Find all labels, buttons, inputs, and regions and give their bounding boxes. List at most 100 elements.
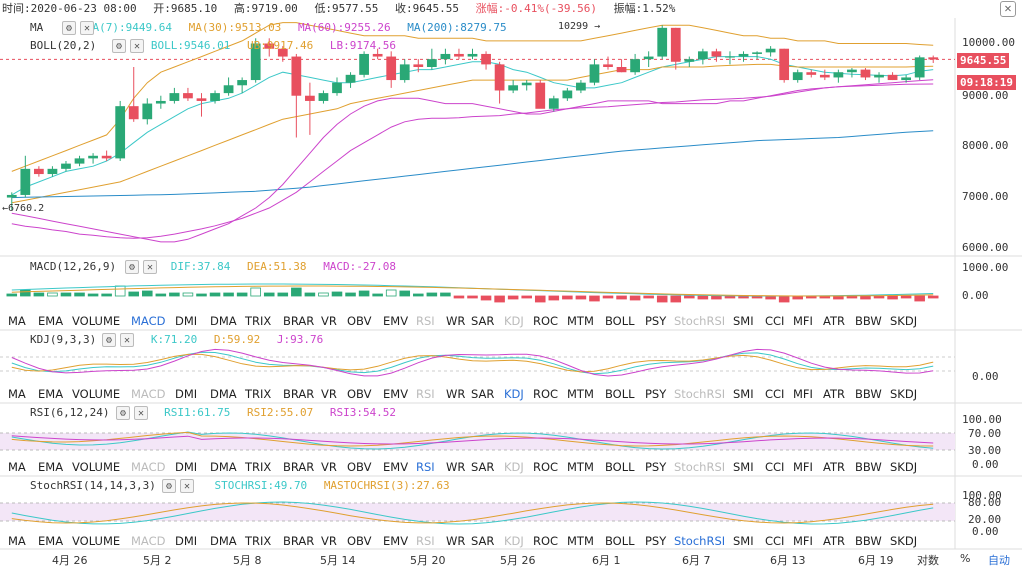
tab-cci[interactable]: CCI xyxy=(765,314,785,328)
tab-stochrsi[interactable]: StochRSI xyxy=(674,387,726,401)
tab-boll[interactable]: BOLL xyxy=(605,387,635,401)
tab-obv[interactable]: OBV xyxy=(347,387,372,401)
tab-ema[interactable]: EMA xyxy=(38,314,64,328)
tab-cci[interactable]: CCI xyxy=(765,534,785,548)
tab-skdj[interactable]: SKDJ xyxy=(890,460,918,474)
tab-sar[interactable]: SAR xyxy=(471,387,495,401)
tab-smi[interactable]: SMI xyxy=(733,534,754,548)
settings-icon[interactable]: ⚙ xyxy=(162,479,176,493)
tab-obv[interactable]: OBV xyxy=(347,460,372,474)
tab-rsi[interactable]: RSI xyxy=(416,460,435,474)
tab-bbw[interactable]: BBW xyxy=(855,534,882,548)
tab-bbw[interactable]: BBW xyxy=(855,387,882,401)
tab-emv[interactable]: EMV xyxy=(383,460,409,474)
close-icon[interactable]: ✕ xyxy=(120,333,134,347)
tab-kdj[interactable]: KDJ xyxy=(504,534,524,548)
tab-macd[interactable]: MACD xyxy=(131,534,166,548)
tab-boll[interactable]: BOLL xyxy=(605,314,635,328)
tab-emv[interactable]: EMV xyxy=(383,314,409,328)
tab-skdj[interactable]: SKDJ xyxy=(890,387,918,401)
close-icon[interactable]: ✕ xyxy=(143,260,157,274)
tab-trix[interactable]: TRIX xyxy=(245,387,272,401)
tab-roc[interactable]: ROC xyxy=(533,460,559,474)
tab-vr[interactable]: VR xyxy=(321,534,337,548)
tab-ema[interactable]: EMA xyxy=(38,534,64,548)
settings-icon[interactable]: ⚙ xyxy=(116,406,130,420)
tab-kdj[interactable]: KDJ xyxy=(504,460,524,474)
tab-dma[interactable]: DMA xyxy=(210,534,237,548)
tab-boll[interactable]: BOLL xyxy=(605,534,635,548)
tab-volume[interactable]: VOLUME xyxy=(72,460,121,474)
tab-dma[interactable]: DMA xyxy=(210,387,237,401)
tab-kdj[interactable]: KDJ xyxy=(504,314,524,328)
tab-sar[interactable]: SAR xyxy=(471,314,495,328)
settings-icon[interactable]: ⚙ xyxy=(62,21,76,35)
tab-atr[interactable]: ATR xyxy=(823,387,845,401)
tab-mtm[interactable]: MTM xyxy=(567,314,594,328)
tab-brar[interactable]: BRAR xyxy=(283,314,315,328)
tab-vr[interactable]: VR xyxy=(321,314,337,328)
tab-rsi[interactable]: RSI xyxy=(416,314,435,328)
tab-brar[interactable]: BRAR xyxy=(283,534,315,548)
tab-vr[interactable]: VR xyxy=(321,460,337,474)
tab-wr[interactable]: WR xyxy=(446,387,466,401)
tab-skdj[interactable]: SKDJ xyxy=(890,534,918,548)
tab-trix[interactable]: TRIX xyxy=(245,314,272,328)
tab-obv[interactable]: OBV xyxy=(347,534,372,548)
tab-roc[interactable]: ROC xyxy=(533,387,559,401)
tab-roc[interactable]: ROC xyxy=(533,314,559,328)
tab-dmi[interactable]: DMI xyxy=(175,534,198,548)
tab-psy[interactable]: PSY xyxy=(645,460,667,474)
tab-brar[interactable]: BRAR xyxy=(283,460,315,474)
tab-atr[interactable]: ATR xyxy=(823,314,845,328)
tab-boll[interactable]: BOLL xyxy=(605,460,635,474)
tab-wr[interactable]: WR xyxy=(446,534,466,548)
tab-trix[interactable]: TRIX xyxy=(245,534,272,548)
tab-dma[interactable]: DMA xyxy=(210,314,237,328)
close-icon[interactable]: ✕ xyxy=(134,406,148,420)
tab-atr[interactable]: ATR xyxy=(823,534,845,548)
tab-ema[interactable]: EMA xyxy=(38,387,64,401)
close-icon[interactable]: ✕ xyxy=(180,479,194,493)
tab-wr[interactable]: WR xyxy=(446,460,466,474)
tab-psy[interactable]: PSY xyxy=(645,314,667,328)
tab-stochrsi[interactable]: StochRSI xyxy=(674,460,726,474)
tab-mtm[interactable]: MTM xyxy=(567,460,594,474)
tab-emv[interactable]: EMV xyxy=(383,387,409,401)
tab-ma[interactable]: MA xyxy=(8,314,26,328)
tab-volume[interactable]: VOLUME xyxy=(72,534,121,548)
tab-mfi[interactable]: MFI xyxy=(793,534,813,548)
tab-ma[interactable]: MA xyxy=(8,387,26,401)
tab-volume[interactable]: VOLUME xyxy=(72,387,121,401)
tab-stochrsi[interactable]: StochRSI xyxy=(674,534,726,548)
tab-mtm[interactable]: MTM xyxy=(567,387,594,401)
close-icon[interactable]: ✕ xyxy=(80,21,94,35)
tab-sar[interactable]: SAR xyxy=(471,460,495,474)
tab-psy[interactable]: PSY xyxy=(645,534,667,548)
tab-bbw[interactable]: BBW xyxy=(855,460,882,474)
tab-macd[interactable]: MACD xyxy=(131,314,166,328)
tab-obv[interactable]: OBV xyxy=(347,314,372,328)
tab-kdj[interactable]: KDJ xyxy=(504,387,524,401)
tab-volume[interactable]: VOLUME xyxy=(72,314,121,328)
tab-psy[interactable]: PSY xyxy=(645,387,667,401)
settings-icon[interactable]: ⚙ xyxy=(112,39,126,53)
tab-emv[interactable]: EMV xyxy=(383,534,409,548)
tab-wr[interactable]: WR xyxy=(446,314,466,328)
tab-trix[interactable]: TRIX xyxy=(245,460,272,474)
tab-ma[interactable]: MA xyxy=(8,534,26,548)
tab-ma[interactable]: MA xyxy=(8,460,26,474)
auto-scale-button[interactable]: 自动 xyxy=(988,554,1010,567)
tab-cci[interactable]: CCI xyxy=(765,387,785,401)
tab-rsi[interactable]: RSI xyxy=(416,387,435,401)
tab-sar[interactable]: SAR xyxy=(471,534,495,548)
close-icon[interactable]: ✕ xyxy=(130,39,144,53)
tab-mfi[interactable]: MFI xyxy=(793,387,813,401)
tab-smi[interactable]: SMI xyxy=(733,387,754,401)
settings-icon[interactable]: ⚙ xyxy=(102,333,116,347)
tab-smi[interactable]: SMI xyxy=(733,314,754,328)
tab-dmi[interactable]: DMI xyxy=(175,387,198,401)
tab-dmi[interactable]: DMI xyxy=(175,460,198,474)
tab-vr[interactable]: VR xyxy=(321,387,337,401)
